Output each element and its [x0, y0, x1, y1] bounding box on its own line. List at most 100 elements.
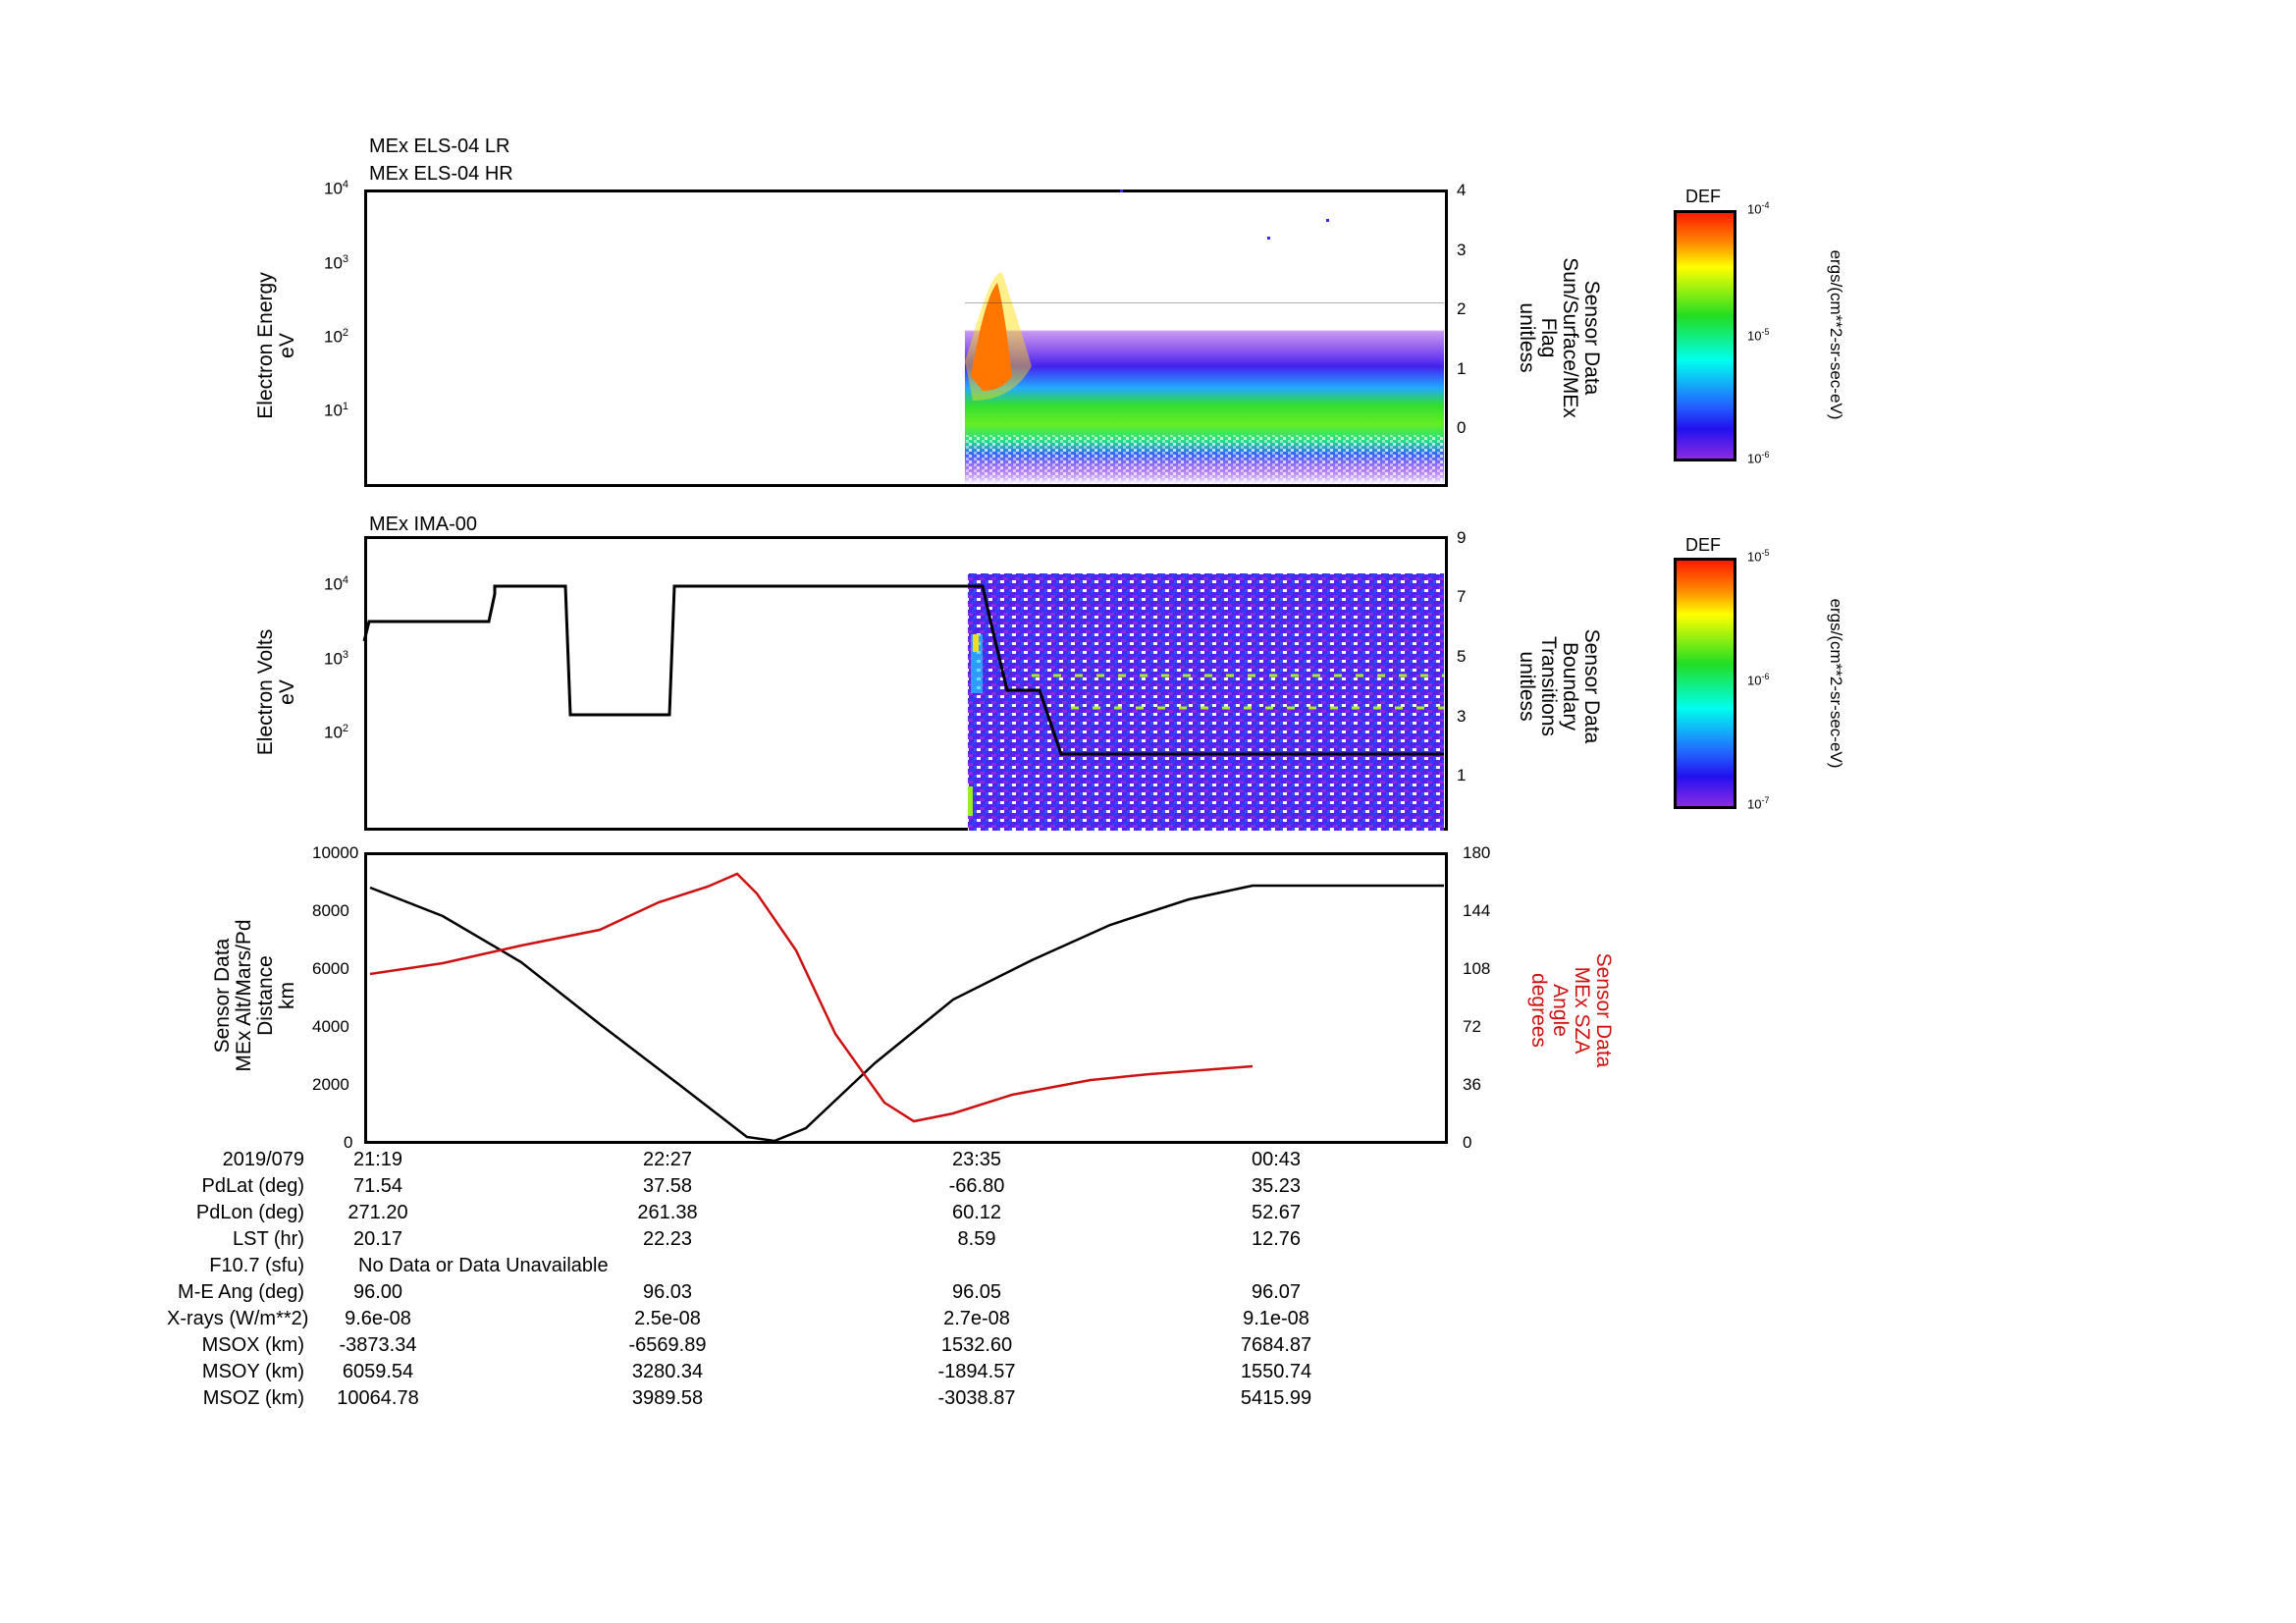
panel3-y2tick: 72: [1463, 1017, 1481, 1036]
ephemeris-table: 2019/079 21:19 22:27 23:35 00:43 PdLat (…: [167, 1149, 1443, 1414]
cell: 96.07: [1251, 1281, 1302, 1303]
cell: 96.05: [951, 1281, 1002, 1303]
panel1-ytick-1e1: 101: [324, 401, 349, 420]
panel2-y2label-line1: Sensor Data: [1580, 628, 1603, 744]
cell: 2.5e-08: [634, 1308, 701, 1329]
cell: 1550.74: [1240, 1361, 1312, 1382]
panel3-y2label-line1: Sensor Data: [1592, 952, 1615, 1068]
row-label: M-E Ang (deg): [178, 1281, 304, 1303]
row-label: MSOX (km): [201, 1334, 304, 1356]
panel3-ytick: 10000: [312, 843, 359, 862]
colorbar1-title: DEF: [1685, 187, 1721, 206]
cell: 271.20: [347, 1202, 408, 1223]
panel3-y2label: Sensor Data MEx SZA Angle degrees: [1527, 912, 1615, 1109]
cell: 3989.58: [631, 1387, 704, 1409]
cell: -66.80: [948, 1175, 1005, 1197]
table-row: 2019/079 21:19 22:27 23:35 00:43: [167, 1149, 1443, 1175]
cell: 9.6e-08: [345, 1308, 411, 1329]
panel2-ytick-1e2: 102: [324, 723, 349, 742]
panel1-y2tick: 2: [1457, 299, 1467, 318]
panel2-y2tick: 9: [1457, 528, 1467, 547]
panel1-plot-area: [364, 189, 1448, 487]
cell: 35.23: [1251, 1175, 1302, 1197]
cell: 6059.54: [342, 1361, 414, 1382]
cell: 261.38: [637, 1202, 698, 1223]
row-label: X-rays (W/m**2): [167, 1308, 309, 1329]
cell: 2.7e-08: [943, 1308, 1010, 1329]
row-label: PdLat (deg): [201, 1175, 304, 1197]
table-row: LST (hr) 20.17 22.23 8.59 12.76: [167, 1228, 1443, 1255]
sza-line: [369, 872, 1254, 1123]
panel2-y2label-line3: Transitions: [1537, 636, 1560, 736]
panel1-y2label-line1: Sensor Data: [1580, 280, 1603, 396]
cell: 20.17: [352, 1228, 403, 1250]
panel3-y2tick: 180: [1463, 843, 1491, 862]
panel1-ytick-1e3: 103: [324, 253, 349, 273]
panel2-ytick-1e4: 104: [324, 574, 349, 594]
row-label: 2019/079: [222, 1149, 304, 1170]
cell: -6569.89: [628, 1334, 707, 1356]
table-row: PdLon (deg) 271.20 261.38 60.12 52.67: [167, 1202, 1443, 1228]
panel1-y2label-line4: unitless: [1516, 302, 1538, 373]
cell: -1894.57: [937, 1361, 1016, 1382]
panel1-y2label-line3: Flag: [1537, 317, 1560, 358]
panel2-y2tick: 3: [1457, 707, 1467, 726]
panel1-spectrogram: [965, 189, 1444, 484]
cell: 12.76: [1251, 1228, 1302, 1250]
panel3-ytick: 8000: [312, 901, 349, 920]
no-data-notice: No Data or Data Unavailable: [358, 1255, 609, 1276]
cell: 60.12: [951, 1202, 1002, 1223]
colorbar1-unit: ergs/(cm**2-sr-sec-eV): [1827, 249, 1845, 420]
panel1-title-lr: MEx ELS-04 LR: [369, 135, 510, 157]
colorbar2: [1674, 558, 1736, 809]
colorbar2-unit: ergs/(cm**2-sr-sec-eV): [1827, 598, 1845, 769]
cell: 96.03: [642, 1281, 693, 1303]
cell: 3280.34: [631, 1361, 704, 1382]
table-row: M-E Ang (deg) 96.00 96.03 96.05 96.07: [167, 1281, 1443, 1308]
panel1-y2label: Sensor Data Sun/Surface/MEx Flag unitles…: [1516, 230, 1603, 446]
panel2-y2tick: 1: [1457, 766, 1467, 784]
table-row: X-rays (W/m**2) 9.6e-08 2.5e-08 2.7e-08 …: [167, 1308, 1443, 1334]
table-row: F10.7 (sfu) No Data or Data Unavailable: [167, 1255, 1443, 1281]
panel2-y2tick: 5: [1457, 647, 1467, 666]
table-row: MSOX (km) -3873.34 -6569.89 1532.60 7684…: [167, 1334, 1443, 1361]
cell: 71.54: [352, 1175, 403, 1197]
row-label: MSOY (km): [201, 1361, 304, 1382]
row-label: LST (hr): [233, 1228, 304, 1250]
panel3-y2label-line2: MEx SZA: [1571, 966, 1593, 1055]
colorbar1-tick-bottom: 10-6: [1747, 450, 1770, 466]
panel1-y2tick: 0: [1457, 418, 1467, 437]
distance-line: [369, 884, 1444, 1143]
panel2-y2tick: 7: [1457, 587, 1467, 606]
panel3-ytick: 2000: [312, 1075, 349, 1094]
cell: 21:19: [352, 1149, 403, 1170]
colorbar2-title: DEF: [1685, 535, 1721, 555]
cell: -3038.87: [937, 1387, 1016, 1409]
panel3-ylabel-line2: MEx Alt/Mars/Pd: [233, 919, 255, 1072]
panel2-y2label-line4: unitless: [1516, 651, 1538, 722]
colorbar1-tick-top: 10-4: [1747, 200, 1770, 217]
cell: 7684.87: [1240, 1334, 1312, 1356]
panel2-plot-area: [362, 536, 1448, 831]
panel3-ytick: 6000: [312, 959, 349, 978]
cell: 96.00: [352, 1281, 403, 1303]
panel3-ylabel-line1: Sensor Data: [211, 938, 234, 1054]
cell: 23:35: [951, 1149, 1002, 1170]
panel2-ylabel: Electron Volts eV: [254, 594, 298, 790]
panel1-ylabel: Electron Energy eV: [254, 247, 298, 444]
panel3-y2tick: 0: [1463, 1133, 1472, 1152]
table-row: MSOY (km) 6059.54 3280.34 -1894.57 1550.…: [167, 1361, 1443, 1387]
panel3-y2label-line4: degrees: [1527, 973, 1550, 1048]
panel3-lines: [369, 872, 1444, 1143]
cell: 22.23: [642, 1228, 693, 1250]
panel1-y2tick: 3: [1457, 241, 1467, 259]
cell: 10064.78: [337, 1387, 419, 1409]
panel2-y2label: Sensor Data Boundary Transitions unitles…: [1516, 578, 1603, 794]
panel2-spectrogram: [362, 573, 1444, 831]
panel3-plot-area: [364, 852, 1448, 1144]
colorbar1-tick-mid: 10-5: [1747, 327, 1770, 344]
panel1-ylabel-line1: Electron Energy: [254, 272, 277, 419]
row-label: MSOZ (km): [202, 1387, 304, 1409]
panel3-ytick: 0: [344, 1133, 353, 1152]
panel1-ylabel-line2: eV: [276, 333, 298, 358]
